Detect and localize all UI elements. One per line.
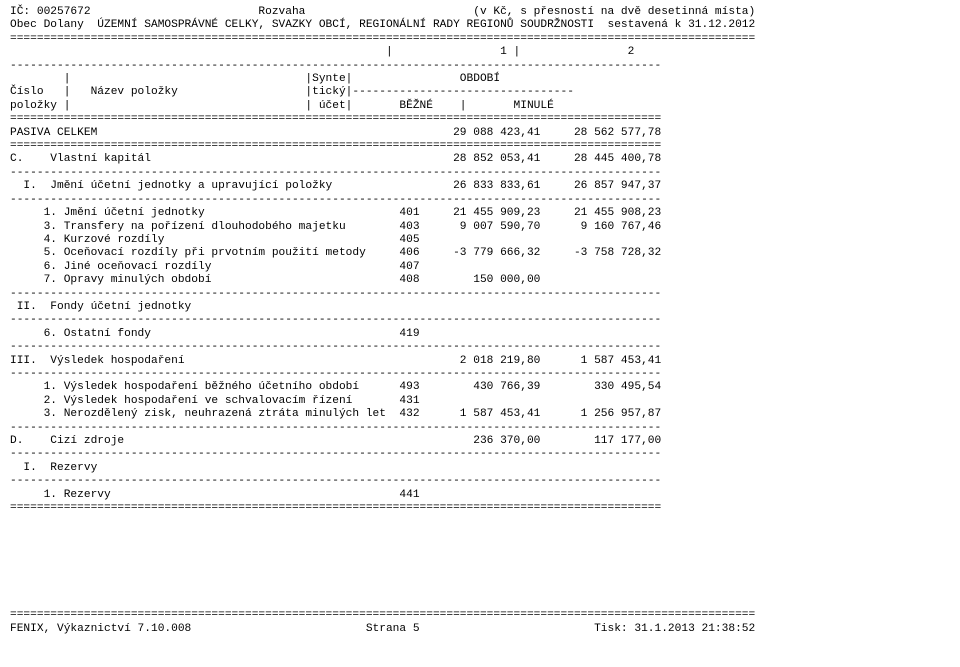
th-l3: položky | | účet| BĚŽNÉ | MINULÉ	[10, 100, 554, 112]
rule-d7: ----------------------------------------…	[10, 368, 661, 380]
row-v2: 2. Výsledek hospodaření ve schvalovacím …	[10, 395, 661, 407]
row-c: C. Vlastní kapitál 28 852 053,41 28 445 …	[10, 153, 661, 165]
rule-d10: ----------------------------------------…	[10, 475, 661, 487]
row-5: 5. Oceňovací rozdíly při prvotním použit…	[10, 247, 661, 259]
rule-d5: ----------------------------------------…	[10, 314, 661, 326]
rule-d3: ----------------------------------------…	[10, 194, 661, 206]
row-6: 6. Jiné oceňovací rozdíly 407	[10, 261, 661, 273]
row-iii: III. Výsledek hospodaření 2 018 219,80 1…	[10, 355, 661, 367]
row-ii: II. Fondy účetní jednotky	[10, 301, 661, 313]
rule-eq4: ========================================…	[10, 502, 661, 514]
rule-eq2: ========================================…	[10, 113, 661, 125]
footer: FENIX, Výkaznictví 7.10.008 Strana 5 Tis…	[10, 623, 755, 635]
hdr-l2: Obec Dolany ÚZEMNÍ SAMOSPRÁVNÉ CELKY, SV…	[10, 19, 755, 31]
rule-d1: ----------------------------------------…	[10, 60, 661, 72]
rule-d2: ----------------------------------------…	[10, 167, 661, 179]
report-document: IČ: 00257672 Rozvaha (v Kč, s přesností …	[0, 0, 960, 642]
hdr-l1: IČ: 00257672 Rozvaha (v Kč, s přesností …	[10, 6, 755, 18]
rule-eq3: ========================================…	[10, 140, 661, 152]
row-di: I. Rezervy	[10, 462, 661, 474]
row-6b: 6. Ostatní fondy 419	[10, 328, 661, 340]
rule-d4: ----------------------------------------…	[10, 288, 661, 300]
row-i: I. Jmění účetní jednotky a upravující po…	[10, 180, 661, 192]
row-3: 3. Transfery na pořízení dlouhodobého ma…	[10, 221, 661, 233]
rule-eq: ========================================…	[10, 33, 755, 45]
row-v3: 3. Nerozdělený zisk, neuhrazená ztráta m…	[10, 408, 661, 420]
row-7: 7. Opravy minulých období 408 150 000,00	[10, 274, 661, 286]
row-d1: 1. Rezervy 441	[10, 489, 661, 501]
th-l1: | |Synte| OBDOBÍ	[10, 73, 567, 85]
row-4: 4. Kurzové rozdíly 405	[10, 234, 661, 246]
row-1: 1. Jmění účetní jednotky 401 21 455 909,…	[10, 207, 661, 219]
rule-eqf: ========================================…	[10, 609, 755, 621]
th-l2: Číslo | Název položky |tický|-----------…	[10, 86, 574, 98]
row-v1: 1. Výsledek hospodaření běžného účetního…	[10, 381, 661, 393]
rule-d9: ----------------------------------------…	[10, 448, 661, 460]
rule-d8: ----------------------------------------…	[10, 422, 661, 434]
rule-d6: ----------------------------------------…	[10, 341, 661, 353]
row-d: D. Cizí zdroje 236 370,00 117 177,00	[10, 435, 661, 447]
colnums: | 1 | 2	[10, 46, 634, 58]
row-pasiva: PASIVA CELKEM 29 088 423,41 28 562 577,7…	[10, 127, 661, 139]
